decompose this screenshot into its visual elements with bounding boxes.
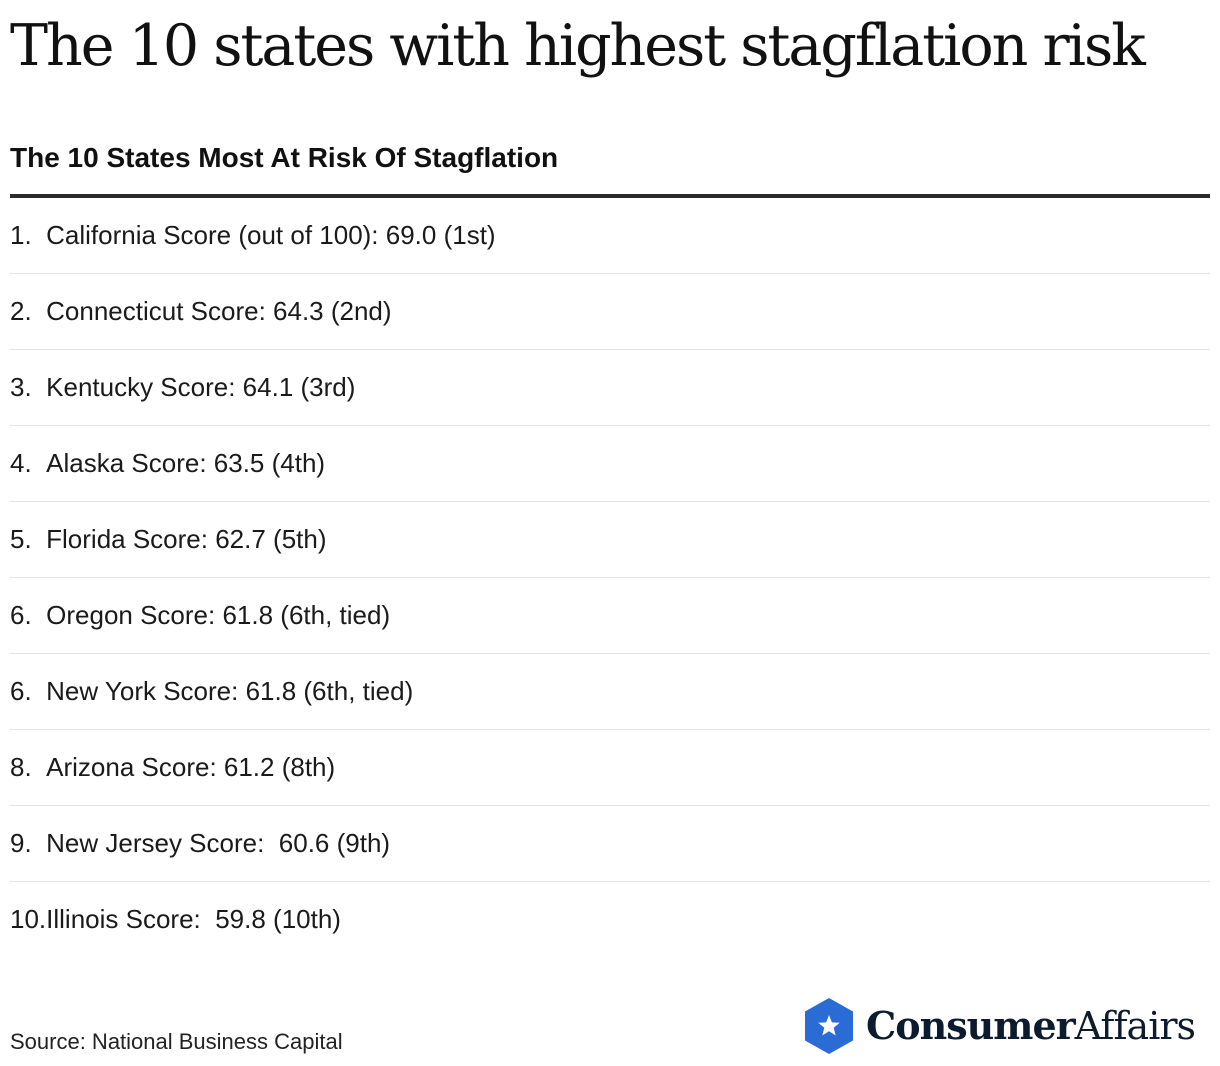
list-item: 9. New Jersey Score: 60.6 (9th) bbox=[10, 806, 1210, 882]
state-score-text: Florida Score: 62.7 (5th) bbox=[46, 524, 327, 554]
list-heading: The 10 States Most At Risk Of Stagflatio… bbox=[10, 142, 559, 173]
rank-number: 8. bbox=[10, 752, 32, 782]
list-item: 8. Arizona Score: 61.2 (8th) bbox=[10, 730, 1210, 806]
list-item: 10. Illinois Score: 59.8 (10th) bbox=[10, 882, 1210, 957]
header-divider bbox=[10, 194, 1210, 198]
rank-number: 3. bbox=[10, 372, 32, 402]
rank-number: 4. bbox=[10, 448, 32, 478]
rank-number: 2. bbox=[10, 296, 32, 326]
rank-number: 6. bbox=[10, 600, 32, 630]
list-item: 4. Alaska Score: 63.5 (4th) bbox=[10, 426, 1210, 502]
brand-wordmark-secondary: Affairs bbox=[1074, 1004, 1196, 1048]
brand-wordmark-primary: Consumer bbox=[866, 1003, 1076, 1048]
list-item: 6. New York Score: 61.8 (6th, tied) bbox=[10, 654, 1210, 730]
state-score-text: California Score (out of 100): 69.0 (1st… bbox=[46, 220, 496, 250]
rank-number: 9. bbox=[10, 828, 32, 858]
state-score-text: Connecticut Score: 64.3 (2nd) bbox=[46, 296, 392, 326]
list-item: 5. Florida Score: 62.7 (5th) bbox=[10, 502, 1210, 578]
brand-logo: ConsumerAffairs bbox=[802, 996, 1196, 1056]
list-item: 1. California Score (out of 100): 69.0 (… bbox=[10, 198, 1210, 274]
source-note: Source: National Business Capital bbox=[10, 1029, 343, 1054]
page-title: The 10 states with highest stagflation r… bbox=[10, 13, 1146, 79]
list-item: 3. Kentucky Score: 64.1 (3rd) bbox=[10, 350, 1210, 426]
state-score-text: Alaska Score: 63.5 (4th) bbox=[46, 448, 326, 478]
rank-number: 10. bbox=[10, 904, 47, 934]
brand-wordmark: ConsumerAffairs bbox=[866, 996, 1196, 1056]
state-score-text: Oregon Score: 61.8 (6th, tied) bbox=[46, 600, 391, 630]
state-list: 1. California Score (out of 100): 69.0 (… bbox=[10, 198, 1210, 957]
state-score-text: New Jersey Score: 60.6 (9th) bbox=[46, 828, 391, 858]
star-hexagon-icon bbox=[805, 998, 853, 1054]
list-item: 6. Oregon Score: 61.8 (6th, tied) bbox=[10, 578, 1210, 654]
state-score-text: Illinois Score: 59.8 (10th) bbox=[46, 904, 341, 934]
list-item: 2. Connecticut Score: 64.3 (2nd) bbox=[10, 274, 1210, 350]
rank-number: 1. bbox=[10, 220, 32, 250]
rank-number: 5. bbox=[10, 524, 32, 554]
state-score-text: New York Score: 61.8 (6th, tied) bbox=[46, 676, 414, 706]
state-score-text: Kentucky Score: 64.1 (3rd) bbox=[46, 372, 356, 402]
rank-number: 6. bbox=[10, 676, 32, 706]
state-score-text: Arizona Score: 61.2 (8th) bbox=[46, 752, 336, 782]
